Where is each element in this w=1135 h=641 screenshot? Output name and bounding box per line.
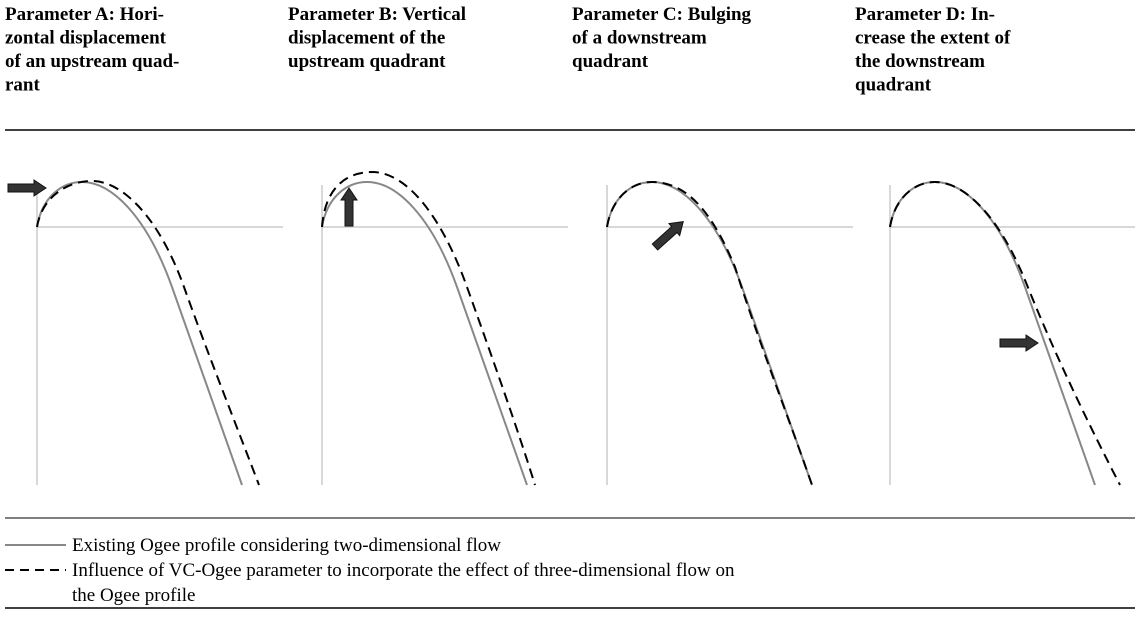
panel-title: quadrant <box>572 51 649 72</box>
panel-title: of an upstream quad- <box>5 51 179 72</box>
arrow <box>651 220 684 251</box>
vc-ogee-profile <box>36 179 260 486</box>
panel <box>889 180 1135 486</box>
panel <box>606 180 853 486</box>
vc-ogee-profile <box>606 180 813 486</box>
panel-title: Parameter A: Hori- <box>5 4 164 25</box>
panel-title: displacement of the <box>288 28 445 49</box>
vc-ogee-profile <box>321 170 536 486</box>
existing-profile <box>36 180 243 486</box>
panel-title: Parameter B: Vertical <box>288 4 466 25</box>
panel-title: zontal displacement <box>5 28 167 49</box>
panel-title: of a downstream <box>572 28 707 49</box>
panel <box>321 170 568 486</box>
panel-title: the downstream <box>855 51 985 72</box>
arrow <box>7 179 47 197</box>
legend-text: the Ogee profile <box>72 585 195 606</box>
existing-profile <box>321 180 528 486</box>
arrow <box>999 334 1039 352</box>
panel-title: quadrant <box>855 75 932 96</box>
panel-title: Parameter C: Bulging <box>572 4 752 25</box>
panel-title: crease the extent of <box>855 28 1011 49</box>
legend-text: Influence of VC-Ogee parameter to incorp… <box>72 560 735 581</box>
legend-text: Existing Ogee profile considering two-di… <box>72 535 501 556</box>
panel-title: rant <box>5 75 41 96</box>
arrow <box>340 187 358 227</box>
panel <box>36 179 283 486</box>
panel-title: upstream quadrant <box>288 51 446 72</box>
panel-title: Parameter D: In- <box>855 4 995 25</box>
vc-ogee-profile <box>889 180 1121 486</box>
